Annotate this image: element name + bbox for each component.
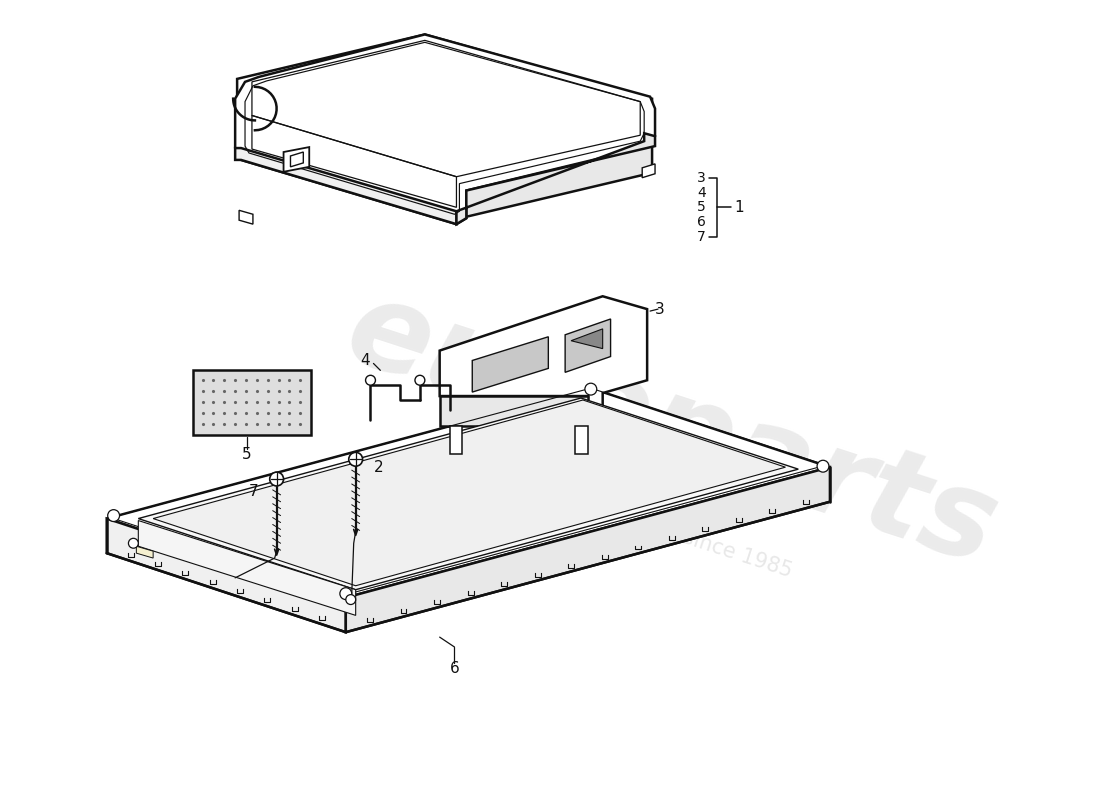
Polygon shape bbox=[136, 546, 153, 558]
Circle shape bbox=[345, 594, 355, 605]
Polygon shape bbox=[472, 337, 548, 392]
Circle shape bbox=[349, 452, 363, 466]
Text: 6: 6 bbox=[450, 662, 460, 676]
Circle shape bbox=[365, 375, 375, 385]
Polygon shape bbox=[139, 398, 799, 590]
Polygon shape bbox=[107, 388, 829, 598]
Circle shape bbox=[270, 472, 284, 486]
Polygon shape bbox=[238, 34, 652, 182]
Circle shape bbox=[415, 375, 425, 385]
Polygon shape bbox=[235, 34, 654, 224]
Polygon shape bbox=[565, 319, 610, 372]
Polygon shape bbox=[450, 426, 462, 454]
Polygon shape bbox=[139, 521, 355, 615]
Text: a passion for parts since 1985: a passion for parts since 1985 bbox=[490, 466, 795, 582]
Polygon shape bbox=[642, 164, 654, 178]
Polygon shape bbox=[107, 518, 345, 632]
Polygon shape bbox=[192, 370, 311, 434]
Polygon shape bbox=[284, 147, 309, 172]
Text: 7: 7 bbox=[250, 484, 258, 499]
Text: 2: 2 bbox=[374, 460, 383, 474]
Text: 7: 7 bbox=[697, 230, 706, 244]
Polygon shape bbox=[238, 118, 464, 218]
Polygon shape bbox=[153, 400, 785, 586]
Polygon shape bbox=[464, 138, 652, 218]
Circle shape bbox=[817, 460, 829, 472]
Text: 3: 3 bbox=[656, 302, 664, 317]
Text: 5: 5 bbox=[242, 447, 252, 462]
Text: 5: 5 bbox=[697, 200, 706, 214]
Polygon shape bbox=[575, 426, 587, 454]
Circle shape bbox=[129, 538, 139, 548]
Text: 3: 3 bbox=[697, 170, 706, 185]
Polygon shape bbox=[456, 134, 654, 224]
Circle shape bbox=[585, 383, 596, 395]
Text: 4: 4 bbox=[361, 353, 371, 368]
Text: 6: 6 bbox=[697, 215, 706, 229]
Circle shape bbox=[108, 510, 120, 522]
Text: 1: 1 bbox=[734, 200, 744, 215]
Polygon shape bbox=[440, 296, 647, 426]
Text: europarts: europarts bbox=[332, 270, 1011, 590]
Polygon shape bbox=[345, 467, 829, 632]
Circle shape bbox=[340, 588, 352, 599]
Polygon shape bbox=[235, 148, 456, 224]
Text: 4: 4 bbox=[697, 186, 706, 199]
Polygon shape bbox=[239, 210, 253, 224]
Polygon shape bbox=[571, 329, 603, 349]
Polygon shape bbox=[290, 152, 304, 167]
Polygon shape bbox=[440, 396, 587, 426]
